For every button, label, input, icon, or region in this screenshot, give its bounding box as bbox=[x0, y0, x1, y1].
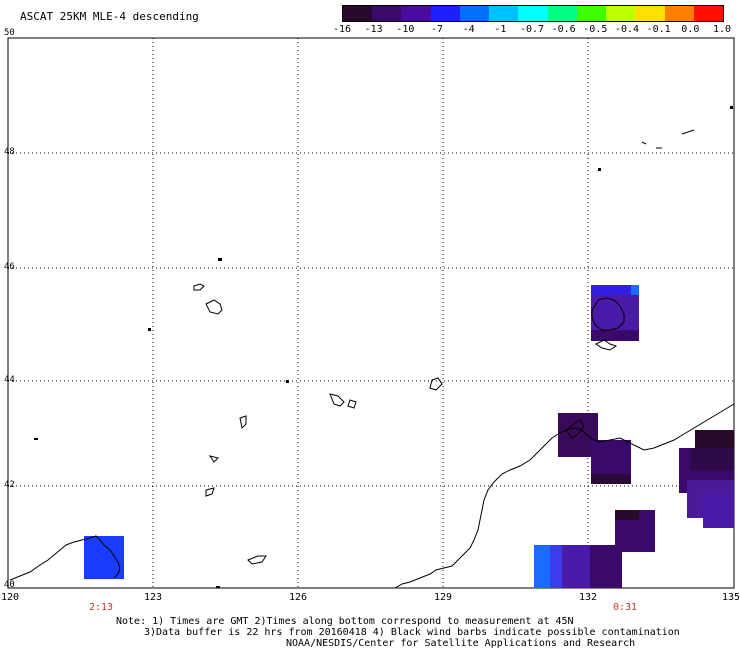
colorbar-label: 1.0 bbox=[712, 24, 732, 35]
coastline-shandong bbox=[9, 535, 121, 581]
lake bbox=[205, 299, 223, 315]
lon-label: 123 bbox=[143, 592, 163, 603]
swath-cell bbox=[590, 545, 622, 588]
time-label: 2:13 bbox=[88, 602, 114, 613]
coastlines bbox=[9, 129, 735, 589]
lake-small bbox=[595, 339, 618, 351]
colorbar-segment bbox=[664, 6, 694, 21]
note-line-1: Note: 1) Times are GMT 2)Times along bot… bbox=[116, 616, 574, 627]
colorbar-segment bbox=[606, 6, 636, 21]
colorbar-segment bbox=[401, 6, 431, 21]
colorbar-label: -0.6 bbox=[551, 24, 576, 35]
colorbar-segment bbox=[547, 6, 577, 21]
lon-label: 120 bbox=[0, 592, 20, 603]
lake-vladivostok bbox=[565, 419, 585, 439]
colorbar-label: -0.7 bbox=[519, 24, 545, 35]
lake bbox=[205, 487, 215, 497]
swath-cell bbox=[591, 330, 639, 341]
lake bbox=[193, 283, 205, 291]
swath-data bbox=[84, 285, 734, 588]
colorbar-label: -1 bbox=[494, 24, 507, 35]
lat-label: 42 bbox=[4, 480, 15, 490]
lat-label: 46 bbox=[4, 262, 15, 272]
colorbar-segment bbox=[343, 6, 373, 21]
colorbar-segment bbox=[518, 6, 548, 21]
lat-label: 50 bbox=[4, 28, 15, 38]
swath-cell bbox=[690, 448, 734, 470]
colorbar-label: -0.4 bbox=[614, 24, 640, 35]
lon-label: 129 bbox=[433, 592, 453, 603]
gridlines bbox=[8, 38, 734, 588]
colorbar-label: -16 bbox=[332, 24, 352, 35]
swath-cell bbox=[550, 545, 562, 588]
point-feature bbox=[34, 438, 38, 440]
swath-cell bbox=[703, 495, 734, 528]
swath-cell bbox=[534, 545, 550, 588]
lake bbox=[247, 555, 267, 565]
lat-label: 44 bbox=[4, 375, 15, 385]
lake-khanka bbox=[591, 297, 625, 331]
lake bbox=[239, 415, 247, 430]
colorbar-label: -0.1 bbox=[646, 24, 671, 35]
lake bbox=[429, 377, 443, 391]
point-feature bbox=[218, 258, 222, 261]
note-line-3: NOAA/NESDIS/Center for Satellite Applica… bbox=[286, 638, 636, 649]
colorbar-label: -0.5 bbox=[583, 24, 608, 35]
colorbar-label: -13 bbox=[364, 24, 383, 35]
map-title: ASCAT 25KM MLE-4 descending bbox=[20, 10, 199, 23]
colorbar-labels: -16 -13 -10 -7 -4 -1 -0.7 -0.6 -0.5 -0.4 -0.1 0.0 1.… bbox=[0, 24, 740, 38]
river-fragment bbox=[641, 141, 647, 145]
colorbar-segment bbox=[635, 6, 665, 21]
note-line-2: 3)Data buffer is 22 hrs from 20160418 4)… bbox=[144, 627, 680, 638]
colorbar-segment bbox=[693, 6, 724, 21]
lake bbox=[208, 455, 219, 463]
swath-cell bbox=[591, 285, 631, 295]
lat-label: 48 bbox=[4, 147, 15, 157]
colorbar bbox=[342, 5, 724, 22]
point-feature bbox=[598, 168, 601, 171]
point-feature bbox=[148, 328, 151, 331]
point-features bbox=[34, 106, 733, 588]
swath-cell bbox=[84, 536, 124, 579]
point-feature bbox=[730, 106, 733, 109]
swath-cell bbox=[615, 510, 639, 520]
point-feature bbox=[216, 586, 220, 588]
lat-label: 40 bbox=[4, 580, 15, 590]
colorbar-segment bbox=[576, 6, 607, 21]
colorbar-segment bbox=[372, 6, 402, 21]
colorbar-segment bbox=[489, 6, 519, 21]
map-frame bbox=[7, 37, 735, 589]
colorbar-label: 0.0 bbox=[681, 24, 700, 35]
lon-label: 132 bbox=[578, 592, 598, 603]
swath-cell bbox=[631, 285, 639, 295]
lake bbox=[329, 393, 345, 407]
lon-label: 135 bbox=[721, 592, 740, 603]
lake bbox=[347, 399, 357, 409]
river-fragment bbox=[681, 129, 695, 135]
colorbar-segment bbox=[459, 6, 490, 21]
colorbar-label: -7 bbox=[430, 24, 444, 35]
lon-label: 126 bbox=[288, 592, 308, 603]
colorbar-segment bbox=[430, 6, 460, 21]
swath-cell bbox=[591, 474, 631, 484]
colorbar-label: -10 bbox=[396, 24, 415, 35]
colorbar-label: -4 bbox=[462, 24, 475, 35]
point-feature bbox=[286, 380, 289, 383]
footnotes: Note: 1) Times are GMT 2)Times along bot… bbox=[116, 616, 680, 649]
swath-cell bbox=[695, 430, 734, 448]
time-label: 0:31 bbox=[612, 602, 638, 613]
coastline-korea bbox=[394, 403, 735, 589]
